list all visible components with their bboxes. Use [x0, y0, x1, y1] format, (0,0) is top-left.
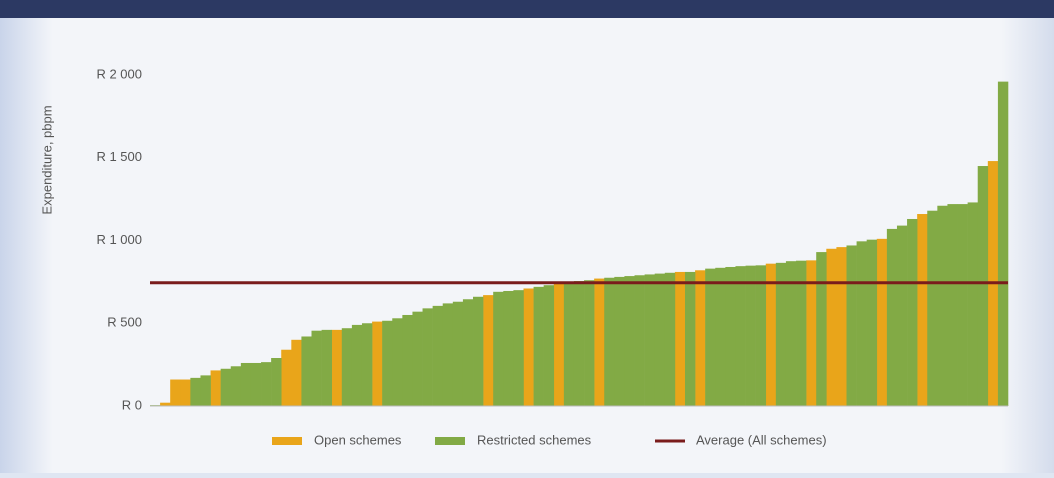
bar [321, 329, 332, 406]
bar [604, 277, 615, 406]
y-tick-label: R 0 [122, 397, 142, 412]
bar [856, 241, 867, 406]
bar [563, 281, 575, 406]
bar [917, 214, 928, 406]
bar [785, 261, 797, 406]
bar [836, 247, 847, 406]
bar [967, 202, 979, 406]
bar [493, 291, 504, 406]
top-bar [0, 0, 1054, 18]
bar [765, 263, 777, 406]
bar [261, 362, 272, 406]
bar [160, 402, 171, 406]
bar [553, 282, 565, 406]
bar [573, 281, 585, 406]
y-tick-label: R 2 000 [96, 66, 142, 81]
bar [462, 299, 474, 406]
bar [624, 276, 635, 406]
bar [846, 245, 857, 406]
bar [392, 318, 403, 406]
bar [684, 271, 696, 406]
bar [180, 379, 191, 406]
bar [523, 288, 534, 406]
bar [311, 330, 322, 406]
bar [452, 301, 464, 406]
bar [240, 362, 252, 406]
bar [947, 204, 958, 406]
bar [382, 320, 393, 406]
bar [402, 314, 413, 406]
bar [725, 266, 736, 406]
bar [412, 311, 423, 406]
legend-swatch [435, 437, 465, 445]
bar [654, 273, 666, 406]
bar [210, 370, 221, 406]
bar [644, 274, 656, 406]
bar [351, 324, 363, 406]
bar [361, 323, 373, 406]
y-tick-label: R 500 [107, 315, 142, 330]
bar [775, 262, 787, 406]
bar [896, 225, 908, 406]
bar [432, 305, 444, 406]
bar [977, 166, 989, 406]
bar [533, 286, 544, 406]
bar [483, 295, 494, 406]
y-tick-label: R 1 500 [96, 149, 142, 164]
bar [755, 265, 767, 406]
bar [250, 362, 262, 406]
bar [886, 228, 898, 406]
bar [705, 268, 716, 406]
bar [634, 275, 645, 406]
legend-swatch [272, 437, 302, 445]
bar [816, 252, 827, 406]
bar [927, 210, 938, 406]
bar [442, 303, 454, 406]
bar [664, 272, 676, 406]
bar [200, 375, 211, 406]
bar [291, 339, 302, 406]
bar [372, 321, 383, 406]
bar [937, 205, 948, 406]
bar [594, 278, 605, 406]
bar [674, 271, 686, 406]
bar [614, 276, 625, 406]
bar [230, 366, 242, 406]
bar [341, 328, 353, 406]
bar [695, 270, 706, 406]
bar [271, 358, 282, 406]
bar [220, 368, 232, 406]
y-axis-label: Expenditure, pbpm [39, 105, 54, 214]
bar [997, 81, 1009, 407]
bar [957, 204, 968, 406]
bar [170, 379, 181, 406]
bar [806, 260, 817, 406]
bar [745, 265, 756, 406]
bar [907, 218, 918, 406]
legend-label: Average (All schemes) [696, 432, 827, 447]
bar [876, 238, 888, 406]
bar [281, 349, 292, 406]
legend-label: Restricted schemes [477, 432, 592, 447]
y-tick-label: R 1 000 [96, 232, 142, 247]
bar [796, 260, 807, 406]
legend-label: Open schemes [314, 432, 402, 447]
bar [584, 280, 595, 406]
bar [503, 290, 514, 406]
bar [301, 336, 312, 406]
bar [735, 266, 746, 406]
bar [513, 290, 524, 406]
bar [543, 285, 555, 406]
bar [866, 239, 878, 406]
bar [190, 377, 201, 406]
bar [473, 296, 484, 406]
bar [422, 308, 433, 406]
bar [826, 248, 837, 406]
bar [715, 267, 726, 406]
bar [331, 329, 343, 406]
